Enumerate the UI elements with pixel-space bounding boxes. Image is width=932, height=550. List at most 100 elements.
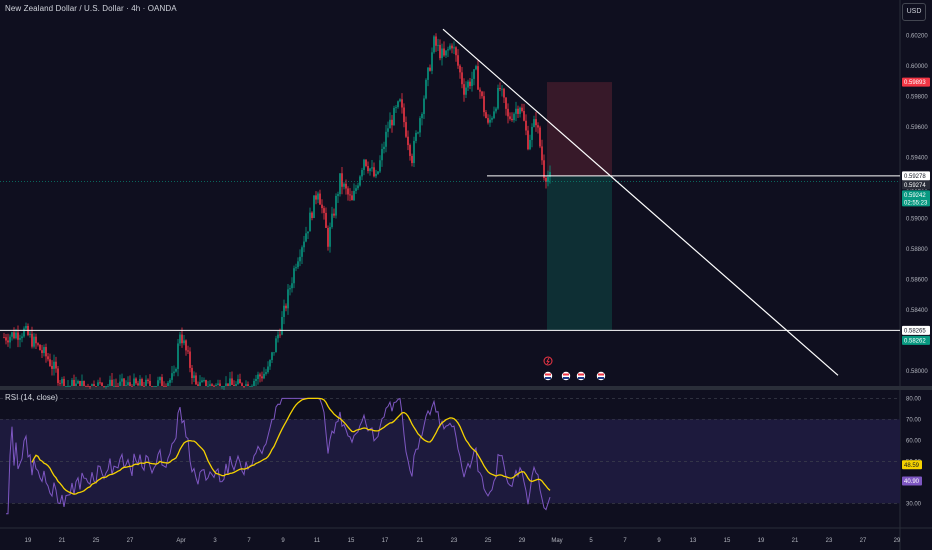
candle-body [249,386,251,387]
candle-body [503,88,505,98]
candle-body [157,380,159,386]
candle-body [213,386,215,387]
time-tick-label: 9 [281,538,285,544]
candle-body [217,383,219,385]
candle-body [101,382,103,386]
candle-body [231,378,233,385]
candle-body [297,261,299,268]
price-tick-label: 0.58800 [906,247,928,253]
price-tick-label: 0.60200 [906,33,928,39]
candle-body [433,36,435,53]
candle-body [301,247,303,257]
candle-body [373,167,375,177]
price-label-badge [902,171,930,181]
candle-body [349,194,351,196]
candle-body [133,378,135,386]
candle-body [135,378,137,384]
price-label-text: 0.59242 [904,193,926,199]
candle-body [445,50,447,56]
time-tick-label: 3 [213,538,217,544]
candle-body [491,118,493,120]
candle-body [131,386,133,387]
candle-body [493,111,495,119]
candle-body [543,160,545,178]
time-tick-label: May [551,538,562,544]
candle-body [513,113,515,121]
candle-body [145,379,147,386]
candle-body [315,195,317,200]
price-label-badge [902,335,930,345]
candle-body [35,336,37,344]
candle-body [303,241,305,248]
candle-body [177,343,179,369]
candle-body [159,377,161,381]
candle-body [51,365,53,369]
candle-body [179,334,181,344]
candle-body [395,107,397,108]
time-tick-label: 21 [59,538,66,544]
candle-body [311,212,313,218]
candle-body [139,378,141,386]
candle-body [37,343,39,345]
currency-button[interactable]: USD [902,3,926,21]
candle-body [129,382,131,386]
time-tick-label: 13 [690,538,697,544]
candle-body [361,169,363,177]
candle-body [199,382,201,386]
candle-body [367,165,369,172]
time-tick-label: 23 [451,538,458,544]
candle-body [413,140,415,164]
candle-body [457,55,459,66]
candle-body [387,128,389,132]
candle-body [475,66,477,70]
candle-body [295,267,297,269]
candle-body [151,386,153,387]
candle-body [409,145,411,156]
flag-stripe-icon [563,373,569,376]
rsi-tick-label: 30.00 [906,501,922,507]
candle-body [193,375,195,379]
candle-body [523,111,525,121]
candle-body [343,183,345,187]
candle-body [251,386,253,387]
candle-body [123,378,125,386]
candle-body [393,107,395,126]
price-tick-label: 0.59000 [906,216,928,222]
candle-body [485,112,487,119]
candle-body [447,49,449,51]
candle-body [79,380,81,386]
candle-body [223,386,225,387]
price-tick-label: 0.58000 [906,369,928,375]
candle-body [57,368,59,383]
time-tick-label: 5 [589,538,593,544]
flag-stripe-icon [598,377,604,379]
candle-body [403,107,405,123]
candle-body [511,118,513,121]
candle-body [247,384,249,386]
candle-body [5,337,7,341]
candle-body [115,386,117,387]
candle-body [379,160,381,172]
time-tick-label: 29 [519,538,526,544]
candle-body [171,373,173,380]
candle-body [75,383,77,386]
candle-body [307,231,309,234]
candle-body [45,347,47,357]
candle-body [235,384,237,386]
candle-body [175,368,177,372]
candle-body [17,332,19,340]
time-tick-label: 15 [724,538,731,544]
candle-body [317,193,319,200]
candle-body [449,45,451,50]
candle-body [105,386,107,387]
candle-body [169,379,171,383]
candle-body [137,383,139,386]
candle-body [299,256,301,262]
time-tick-label: 19 [25,538,32,544]
candle-body [117,386,119,387]
candle-body [191,367,193,379]
candle-body [507,108,509,117]
candle-body [377,171,379,174]
